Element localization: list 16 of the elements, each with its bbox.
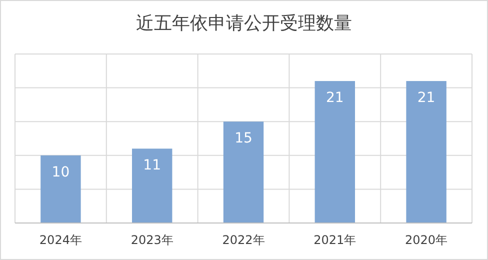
x-tick-label: 2022年 [222,233,265,247]
data-label: 11 [143,158,162,174]
x-tick-label: 2023年 [130,233,174,247]
bar [132,148,172,223]
bar [406,81,446,223]
x-tick-label: 2020年 [405,233,448,247]
data-label: 21 [326,90,344,106]
x-tick-label: 2024年 [39,233,82,247]
x-tick-label: 2021年 [314,233,356,247]
bar [40,155,81,223]
chart-title: 近五年依申请公开受理数量 [136,13,352,34]
data-label: 21 [417,90,436,106]
data-label: 10 [52,164,70,180]
data-label: 15 [234,130,252,147]
bar [223,122,264,223]
bar [314,81,356,223]
